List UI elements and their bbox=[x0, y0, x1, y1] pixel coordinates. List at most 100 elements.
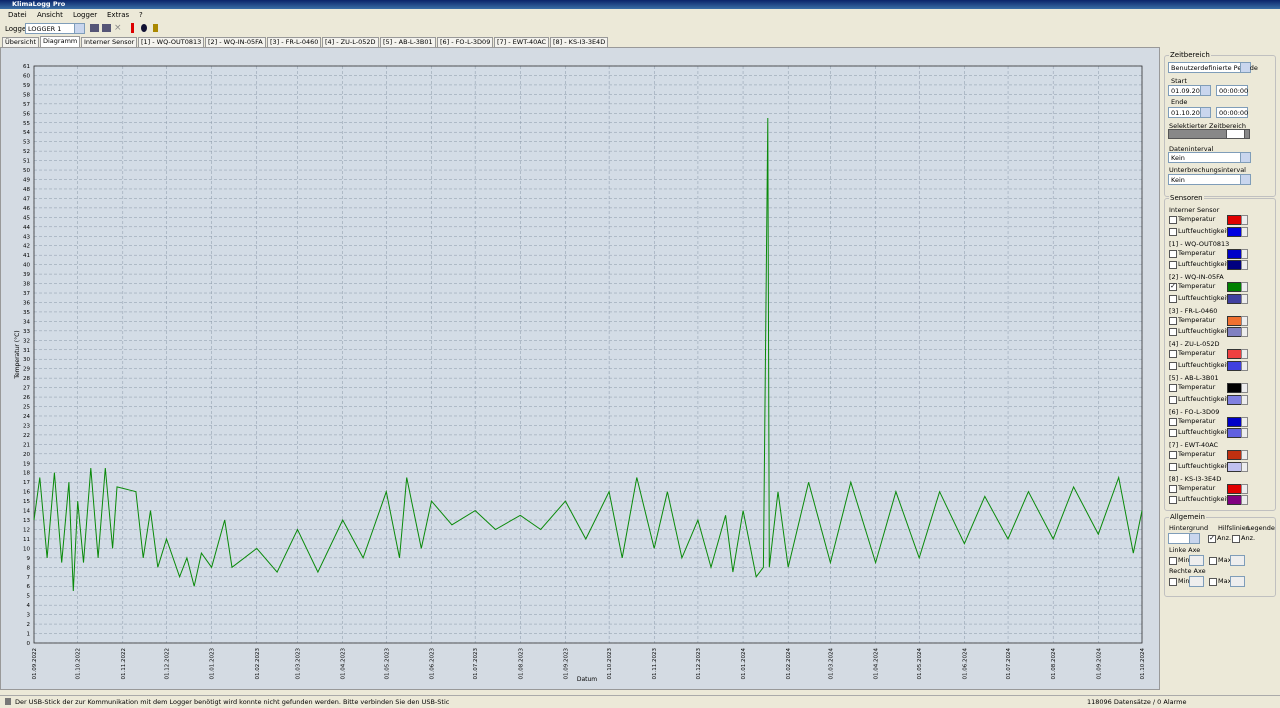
sensor-color-dropdown[interactable] bbox=[1241, 416, 1248, 427]
period-select[interactable]: Benutzerdefinierte Periode bbox=[1168, 62, 1258, 73]
sensor-color-dropdown[interactable] bbox=[1241, 461, 1248, 472]
x-tick-label: 01.07.2024 bbox=[1006, 648, 1012, 680]
sensor-label: Temperatur bbox=[1178, 215, 1216, 223]
sensor-color-dropdown[interactable] bbox=[1241, 282, 1248, 293]
axis-min-input[interactable] bbox=[1189, 555, 1204, 566]
tab[interactable]: [1] - WQ-OUT0813 bbox=[138, 37, 205, 47]
axis-min-input[interactable] bbox=[1189, 576, 1204, 587]
menu-item[interactable]: Datei bbox=[8, 11, 27, 19]
tab[interactable]: [6] - FO-L-3D09 bbox=[437, 37, 494, 47]
tab[interactable]: Interner Sensor bbox=[81, 37, 138, 47]
checkbox[interactable]: ✓ bbox=[1208, 534, 1216, 543]
sensor-color-dropdown[interactable] bbox=[1241, 428, 1248, 439]
sensor-checkbox[interactable] bbox=[1169, 350, 1177, 359]
tab[interactable]: [5] - AB-L-3B01 bbox=[380, 37, 436, 47]
sensor-checkbox[interactable] bbox=[1169, 484, 1177, 493]
toolbar-icon[interactable] bbox=[131, 23, 134, 33]
sensor-color-dropdown[interactable] bbox=[1241, 450, 1248, 461]
sensor-color-dropdown[interactable] bbox=[1241, 349, 1248, 360]
sensor-checkbox[interactable]: ✓ bbox=[1169, 282, 1177, 292]
checkbox[interactable] bbox=[1169, 578, 1177, 586]
tab[interactable]: Übersicht bbox=[2, 37, 39, 47]
end-time[interactable]: 00:00:00 bbox=[1216, 107, 1248, 118]
sensor-checkbox[interactable] bbox=[1169, 328, 1177, 337]
menu-item[interactable]: ? bbox=[139, 11, 143, 19]
axis-min-label: Min bbox=[1178, 577, 1190, 585]
sensor-checkbox[interactable] bbox=[1169, 249, 1177, 258]
checkbox[interactable] bbox=[1169, 557, 1177, 565]
menu-item[interactable]: Ansicht bbox=[37, 11, 63, 19]
axis-max-input[interactable] bbox=[1230, 555, 1245, 566]
data-line bbox=[33, 117, 1143, 592]
end-date[interactable]: 01.10.2024 bbox=[1168, 107, 1211, 118]
sensor-checkbox[interactable] bbox=[1169, 316, 1177, 325]
sensor-color-dropdown[interactable] bbox=[1241, 383, 1248, 393]
sensor-checkbox[interactable] bbox=[1169, 451, 1177, 460]
y-tick-label: 26 bbox=[23, 395, 30, 401]
y-tick-label: 55 bbox=[23, 121, 30, 127]
y-tick-label: 14 bbox=[23, 509, 30, 515]
y-tick-label: 56 bbox=[23, 111, 30, 117]
sensor-label: Luftfeuchtigkeit bbox=[1178, 495, 1229, 504]
axis-max-input[interactable] bbox=[1230, 576, 1245, 587]
toolbar-icon[interactable]: × bbox=[114, 23, 122, 33]
range-slider-handle[interactable] bbox=[1226, 129, 1245, 139]
sensor-checkbox[interactable] bbox=[1169, 496, 1177, 505]
data-interval-select[interactable]: Kein bbox=[1168, 152, 1251, 163]
sensor-checkbox[interactable] bbox=[1169, 261, 1177, 270]
sensor-checkbox[interactable] bbox=[1169, 395, 1177, 404]
tab[interactable]: [3] - FR-L-0460 bbox=[267, 37, 322, 47]
group-title: Sensoren bbox=[1169, 194, 1204, 202]
start-date[interactable]: 01.09.2022 bbox=[1168, 85, 1211, 96]
sensor-checkbox[interactable] bbox=[1169, 429, 1177, 438]
start-time[interactable]: 00:00:00 bbox=[1216, 85, 1248, 96]
range-slider[interactable] bbox=[1168, 129, 1250, 139]
sensor-color-dropdown[interactable] bbox=[1241, 226, 1248, 237]
y-tick-label: 4 bbox=[27, 603, 31, 609]
y-tick-label: 6 bbox=[27, 584, 31, 590]
tab[interactable]: Diagramm bbox=[40, 36, 81, 48]
x-tick-label: 01.09.2024 bbox=[1096, 648, 1102, 680]
checkbox[interactable] bbox=[1232, 535, 1240, 543]
sensor-checkbox[interactable] bbox=[1169, 417, 1177, 426]
menu-item[interactable]: Extras bbox=[107, 11, 130, 19]
logger-select[interactable]: LOGGER 1 bbox=[25, 23, 85, 34]
sensor-color-dropdown[interactable] bbox=[1241, 260, 1248, 271]
tab[interactable]: [4] - ZU-L-052D bbox=[322, 37, 379, 47]
y-tick-label: 36 bbox=[23, 300, 30, 306]
sensor-color-dropdown[interactable] bbox=[1241, 315, 1248, 326]
toolbar-icon[interactable] bbox=[153, 24, 158, 32]
break-interval-select[interactable]: Kein bbox=[1168, 174, 1251, 185]
y-tick-label: 38 bbox=[23, 282, 30, 288]
sensor-name: [4] - ZU-L-052D bbox=[1169, 340, 1220, 349]
sensor-color-dropdown[interactable] bbox=[1241, 360, 1248, 371]
toolbar-icon[interactable] bbox=[141, 24, 147, 32]
x-tick-label: 01.09.2023 bbox=[563, 648, 569, 680]
x-tick-label: 01.12.2023 bbox=[696, 648, 702, 680]
checkbox[interactable] bbox=[1209, 578, 1217, 586]
sensor-color-dropdown[interactable] bbox=[1241, 394, 1248, 405]
sensor-checkbox[interactable] bbox=[1169, 462, 1177, 471]
toolbar-icon[interactable] bbox=[102, 24, 111, 32]
sensor-checkbox[interactable] bbox=[1169, 384, 1177, 392]
sensor-checkbox[interactable] bbox=[1169, 361, 1177, 370]
sensor-color-dropdown[interactable] bbox=[1241, 483, 1248, 494]
sensor-color-dropdown[interactable] bbox=[1241, 327, 1248, 338]
tab[interactable]: [2] - WQ-IN-05FA bbox=[205, 37, 266, 47]
sensor-color-dropdown[interactable] bbox=[1241, 215, 1248, 225]
tab[interactable]: [8] - KS-I3-3E4D bbox=[550, 37, 609, 47]
y-tick-label: 31 bbox=[23, 348, 30, 354]
y-tick-label: 1 bbox=[27, 632, 31, 638]
sensor-checkbox[interactable] bbox=[1169, 227, 1177, 236]
sensor-color-dropdown[interactable] bbox=[1241, 248, 1248, 259]
toolbar-icon[interactable] bbox=[90, 24, 99, 32]
sensor-checkbox[interactable] bbox=[1169, 294, 1177, 303]
sensor-color-dropdown[interactable] bbox=[1241, 293, 1248, 304]
background-select[interactable] bbox=[1168, 533, 1200, 544]
y-tick-label: 41 bbox=[23, 253, 30, 259]
menu-item[interactable]: Logger bbox=[73, 11, 98, 19]
tab[interactable]: [7] - EWT-40AC bbox=[494, 37, 550, 47]
sensor-color-dropdown[interactable] bbox=[1241, 495, 1248, 506]
checkbox[interactable] bbox=[1209, 557, 1217, 565]
sensor-checkbox[interactable] bbox=[1169, 216, 1177, 224]
